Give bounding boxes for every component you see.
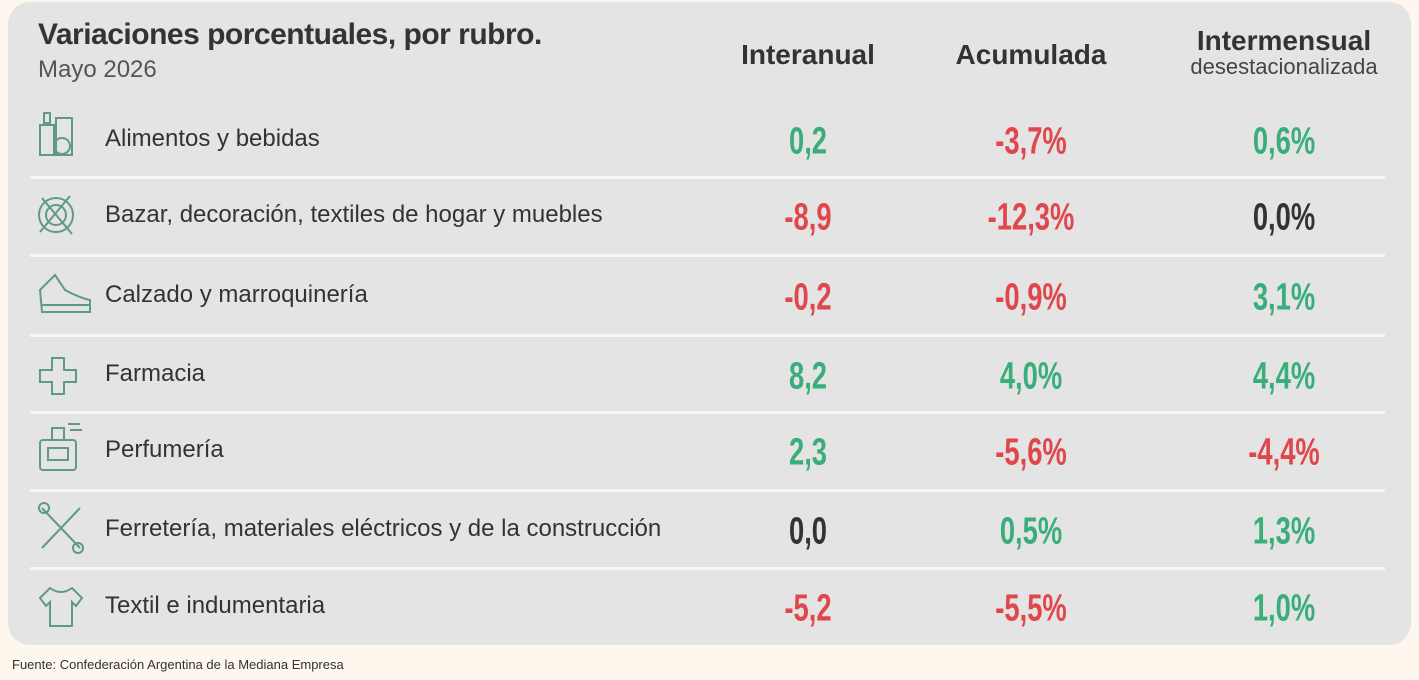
icons	[38, 112, 91, 627]
row-separator	[30, 566, 1385, 570]
row-label: Calzado y marroquinería	[105, 281, 368, 308]
value: 0,5%	[999, 510, 1063, 553]
icon-pharmacy	[39, 357, 77, 395]
value: 0,0%	[1252, 196, 1316, 239]
icon-bazar	[38, 195, 74, 235]
value: -5,6%	[995, 431, 1067, 474]
icon-shoe	[38, 273, 91, 313]
row-label: Farmacia	[105, 360, 206, 387]
value: -5,5%	[995, 587, 1067, 630]
subtitle: Mayo 2026	[38, 56, 157, 83]
value: 0,2	[788, 120, 828, 163]
source-note: Fuente: Confederación Argentina de la Me…	[12, 657, 344, 672]
row-label: Bazar, decoración, textiles de hogar y m…	[105, 201, 603, 228]
row-label: Perfumería	[105, 436, 224, 463]
row-label: Textil e indumentaria	[105, 592, 326, 619]
value: -0,9%	[995, 276, 1067, 319]
value: -8,9	[784, 196, 832, 239]
value: -12,3%	[987, 196, 1075, 239]
column-subtitle: desestacionalizada	[1190, 54, 1378, 79]
value: 1,3%	[1252, 510, 1316, 553]
column-title: Intermensual	[1196, 25, 1372, 56]
column-title: Acumulada	[955, 39, 1107, 70]
row-separator	[30, 488, 1385, 492]
row-separator	[30, 333, 1385, 337]
value: -0,2	[784, 276, 832, 319]
row-label: Ferretería, materiales eléctricos y de l…	[105, 515, 662, 542]
column-header: Intermensual desestacionalizada	[1190, 26, 1377, 78]
value: 4,4%	[1252, 355, 1316, 398]
column-header: Interanual	[741, 40, 875, 70]
icon-food	[39, 112, 73, 156]
value: -4,4%	[1248, 431, 1320, 474]
row-separator	[30, 176, 1385, 179]
value: 0,0	[788, 510, 828, 553]
title: Variaciones porcentuales, por rubro.	[38, 18, 542, 51]
row-separator	[30, 411, 1385, 414]
row-label: Alimentos y bebidas	[105, 125, 320, 152]
panel	[8, 2, 1411, 645]
icon-perfume	[39, 423, 82, 471]
value: -5,2	[784, 587, 832, 630]
icon-tools	[38, 502, 84, 554]
value: 1,0%	[1252, 587, 1316, 630]
column-title: Interanual	[741, 39, 875, 70]
value: 8,2	[788, 355, 828, 398]
value: 2,3	[788, 431, 828, 474]
value: 4,0%	[999, 355, 1063, 398]
column-header: Acumulada	[956, 40, 1107, 70]
row-separator	[30, 254, 1385, 257]
value: 3,1%	[1252, 276, 1316, 319]
value: -3,7%	[995, 120, 1067, 163]
value: 0,6%	[1252, 120, 1316, 163]
icon-shirt	[38, 586, 84, 627]
